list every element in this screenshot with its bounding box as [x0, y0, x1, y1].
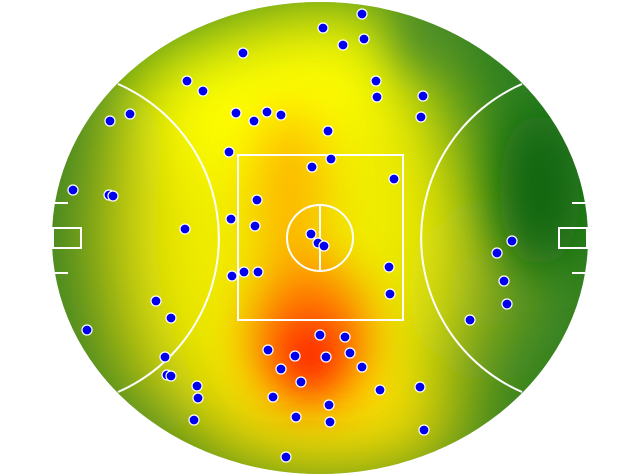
point — [248, 115, 260, 127]
point — [384, 288, 396, 300]
point — [249, 220, 261, 232]
point — [415, 111, 427, 123]
point — [81, 324, 93, 336]
point — [261, 106, 273, 118]
point — [305, 228, 317, 240]
point — [181, 75, 193, 87]
point — [67, 184, 79, 196]
point — [191, 380, 203, 392]
point — [356, 8, 368, 20]
point — [317, 22, 329, 34]
point — [506, 235, 518, 247]
point — [371, 91, 383, 103]
point — [238, 266, 250, 278]
point — [388, 173, 400, 185]
point — [192, 392, 204, 404]
point — [356, 361, 368, 373]
point — [104, 115, 116, 127]
point — [322, 125, 334, 137]
point — [383, 261, 395, 273]
point — [344, 347, 356, 359]
point — [491, 247, 503, 259]
point — [295, 376, 307, 388]
point — [370, 75, 382, 87]
point — [275, 363, 287, 375]
point — [306, 161, 318, 173]
point — [150, 295, 162, 307]
point — [188, 414, 200, 426]
point — [159, 351, 171, 363]
point — [290, 411, 302, 423]
point — [124, 108, 136, 120]
point — [165, 370, 177, 382]
point — [197, 85, 209, 97]
point — [324, 416, 336, 428]
point — [225, 213, 237, 225]
point — [252, 266, 264, 278]
point — [318, 240, 330, 252]
point — [337, 39, 349, 51]
point — [414, 381, 426, 393]
point — [320, 351, 332, 363]
point — [418, 424, 430, 436]
point — [237, 47, 249, 59]
point — [226, 270, 238, 282]
point — [165, 312, 177, 324]
point — [325, 153, 337, 165]
point — [267, 391, 279, 403]
point — [275, 109, 287, 121]
point — [107, 190, 119, 202]
point — [374, 384, 386, 396]
point — [251, 194, 263, 206]
point — [339, 331, 351, 343]
point — [223, 146, 235, 158]
point — [498, 275, 510, 287]
point — [262, 344, 274, 356]
point — [289, 350, 301, 362]
point — [179, 223, 191, 235]
point — [501, 298, 513, 310]
point — [230, 107, 242, 119]
point — [358, 33, 370, 45]
point — [280, 451, 292, 463]
point — [323, 399, 335, 411]
point — [314, 329, 326, 341]
point — [417, 90, 429, 102]
point — [464, 314, 476, 326]
